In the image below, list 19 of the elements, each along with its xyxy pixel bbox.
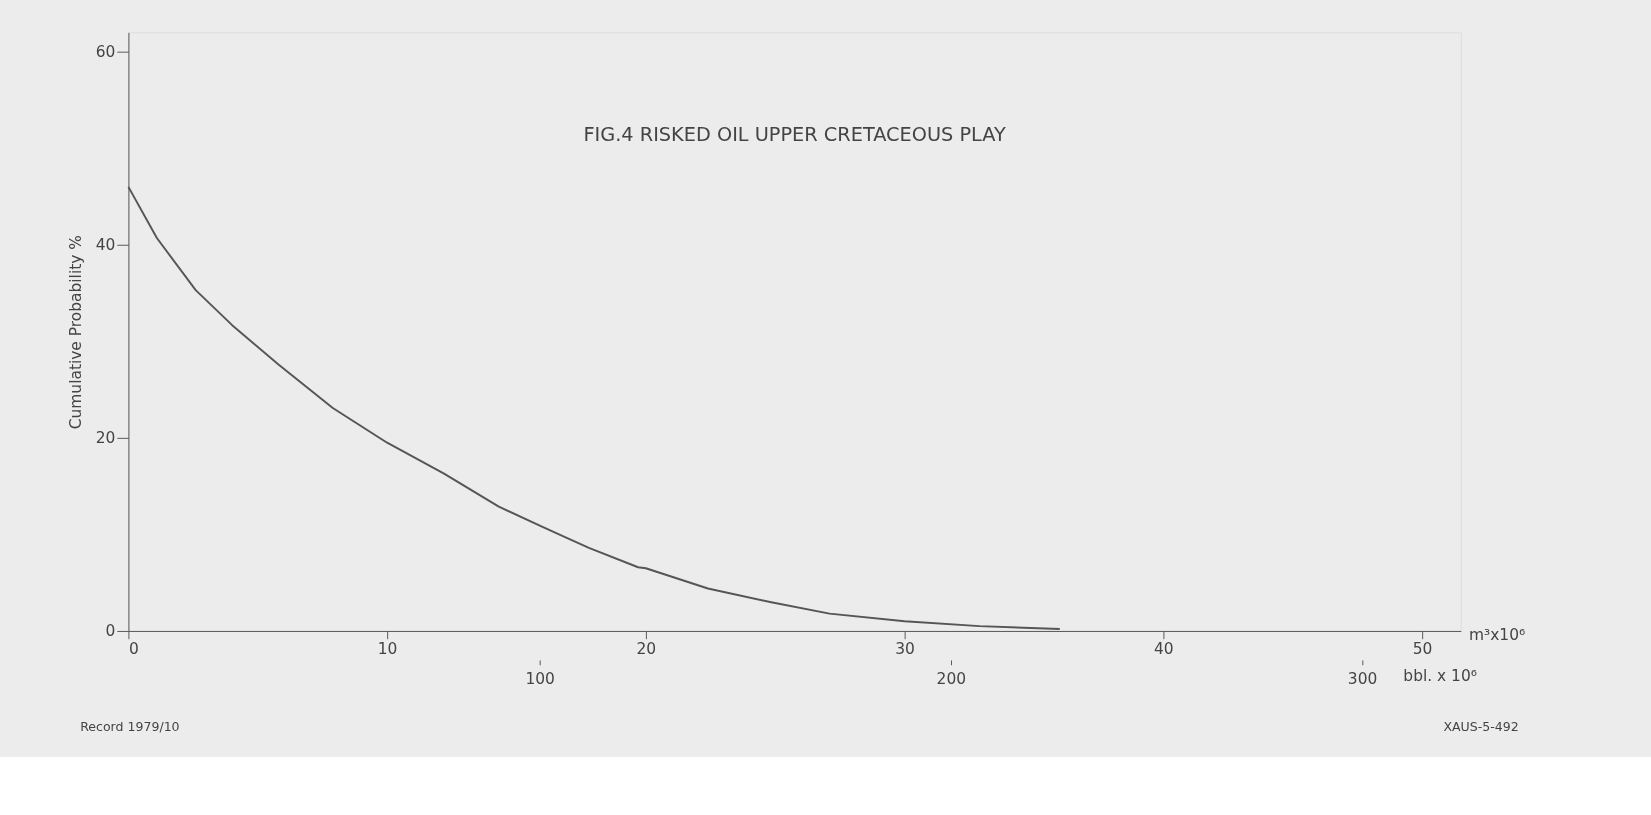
- text: Record 1979/10: [80, 719, 180, 735]
- y-tick-label: 60: [95, 42, 116, 61]
- y-axis-title: Cumulative Probability %: [67, 235, 86, 430]
- x2-tick-label: 200: [936, 669, 967, 688]
- text: FIG.4 RISKED OIL UPPER CRETACEOUS PLAY: [583, 122, 1006, 146]
- x-tick-label: 50: [1412, 639, 1433, 658]
- x2-tick-label: 100: [525, 669, 555, 688]
- x2-tick-label: 300: [1347, 669, 1378, 688]
- x-axis-title: m³x10⁶: [1469, 626, 1526, 645]
- x-tick-label: 20: [636, 639, 657, 658]
- y-tick-label: 0: [105, 622, 116, 641]
- x2-axis-title: bbl. x 10⁶: [1403, 666, 1477, 685]
- y-tick-label: 40: [95, 236, 116, 255]
- x-tick-label: 0: [128, 639, 139, 658]
- y-tick-label: 20: [95, 429, 116, 448]
- x-tick-label: 30: [895, 639, 915, 658]
- text: XAUS-5-492: [1443, 719, 1519, 735]
- x-tick-label: 40: [1153, 639, 1174, 658]
- x-tick-label: 10: [377, 639, 398, 658]
